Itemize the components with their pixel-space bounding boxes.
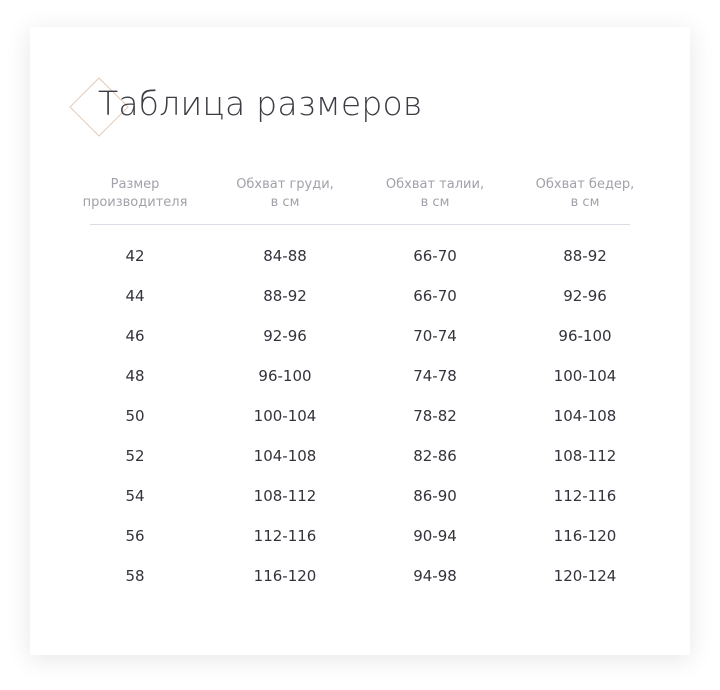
column-header-line: в см: [570, 195, 600, 210]
table-cell: 112-116: [253, 527, 317, 545]
table-cell: 100-104: [553, 367, 617, 385]
table-cell: 96-100: [258, 367, 312, 385]
column-header-line: в см: [270, 195, 300, 210]
table-cell: 70-74: [413, 327, 457, 345]
table-cell: 104-108: [553, 407, 617, 425]
table-cell: 50: [125, 407, 145, 425]
table-cell: 66-70: [413, 247, 457, 265]
table-cell: 48: [125, 367, 145, 385]
header-divider: [90, 224, 630, 225]
column-header-line: Размер: [110, 177, 160, 192]
table-cell: 82-86: [413, 447, 457, 465]
table-cell: 96-100: [558, 327, 612, 345]
table-cell: 46: [125, 327, 145, 345]
table-cell: 104-108: [253, 447, 317, 465]
table-cell: 108-112: [253, 487, 317, 505]
table-cell: 116-120: [253, 567, 317, 585]
table-cell: 44: [125, 287, 145, 305]
table-cell: 116-120: [553, 527, 617, 545]
table-cell: 58: [125, 567, 145, 585]
table-cell: 74-78: [413, 367, 457, 385]
page-title: Таблица размеров: [98, 84, 423, 123]
table-cell: 92-96: [563, 287, 607, 305]
column-header: Обхват бедер, в см: [510, 176, 660, 212]
size-chart-card: [30, 27, 690, 655]
table-cell: 88-92: [563, 247, 607, 265]
column-header-line: Обхват бедер,: [535, 177, 635, 192]
table-cell: 112-116: [553, 487, 617, 505]
table-cell: 92-96: [263, 327, 307, 345]
table-cell: 66-70: [413, 287, 457, 305]
column-header: Размер производителя: [60, 176, 210, 212]
table-cell: 100-104: [253, 407, 317, 425]
table-cell: 42: [125, 247, 145, 265]
table-cell: 86-90: [413, 487, 457, 505]
table-cell: 56: [125, 527, 145, 545]
table-cell: 94-98: [413, 567, 457, 585]
column-header-line: Обхват груди,: [236, 177, 334, 192]
table-cell: 120-124: [553, 567, 617, 585]
column-header: Обхват талии, в см: [360, 176, 510, 212]
column-header: Обхват груди, в см: [210, 176, 360, 212]
table-cell: 78-82: [413, 407, 457, 425]
table-cell: 84-88: [263, 247, 307, 265]
column-header-line: производителя: [82, 195, 188, 210]
table-cell: 52: [125, 447, 145, 465]
table-cell: 108-112: [553, 447, 617, 465]
table-cell: 54: [125, 487, 145, 505]
column-header-line: Обхват талии,: [385, 177, 485, 192]
column-header-line: в см: [420, 195, 450, 210]
table-cell: 90-94: [413, 527, 457, 545]
table-cell: 88-92: [263, 287, 307, 305]
